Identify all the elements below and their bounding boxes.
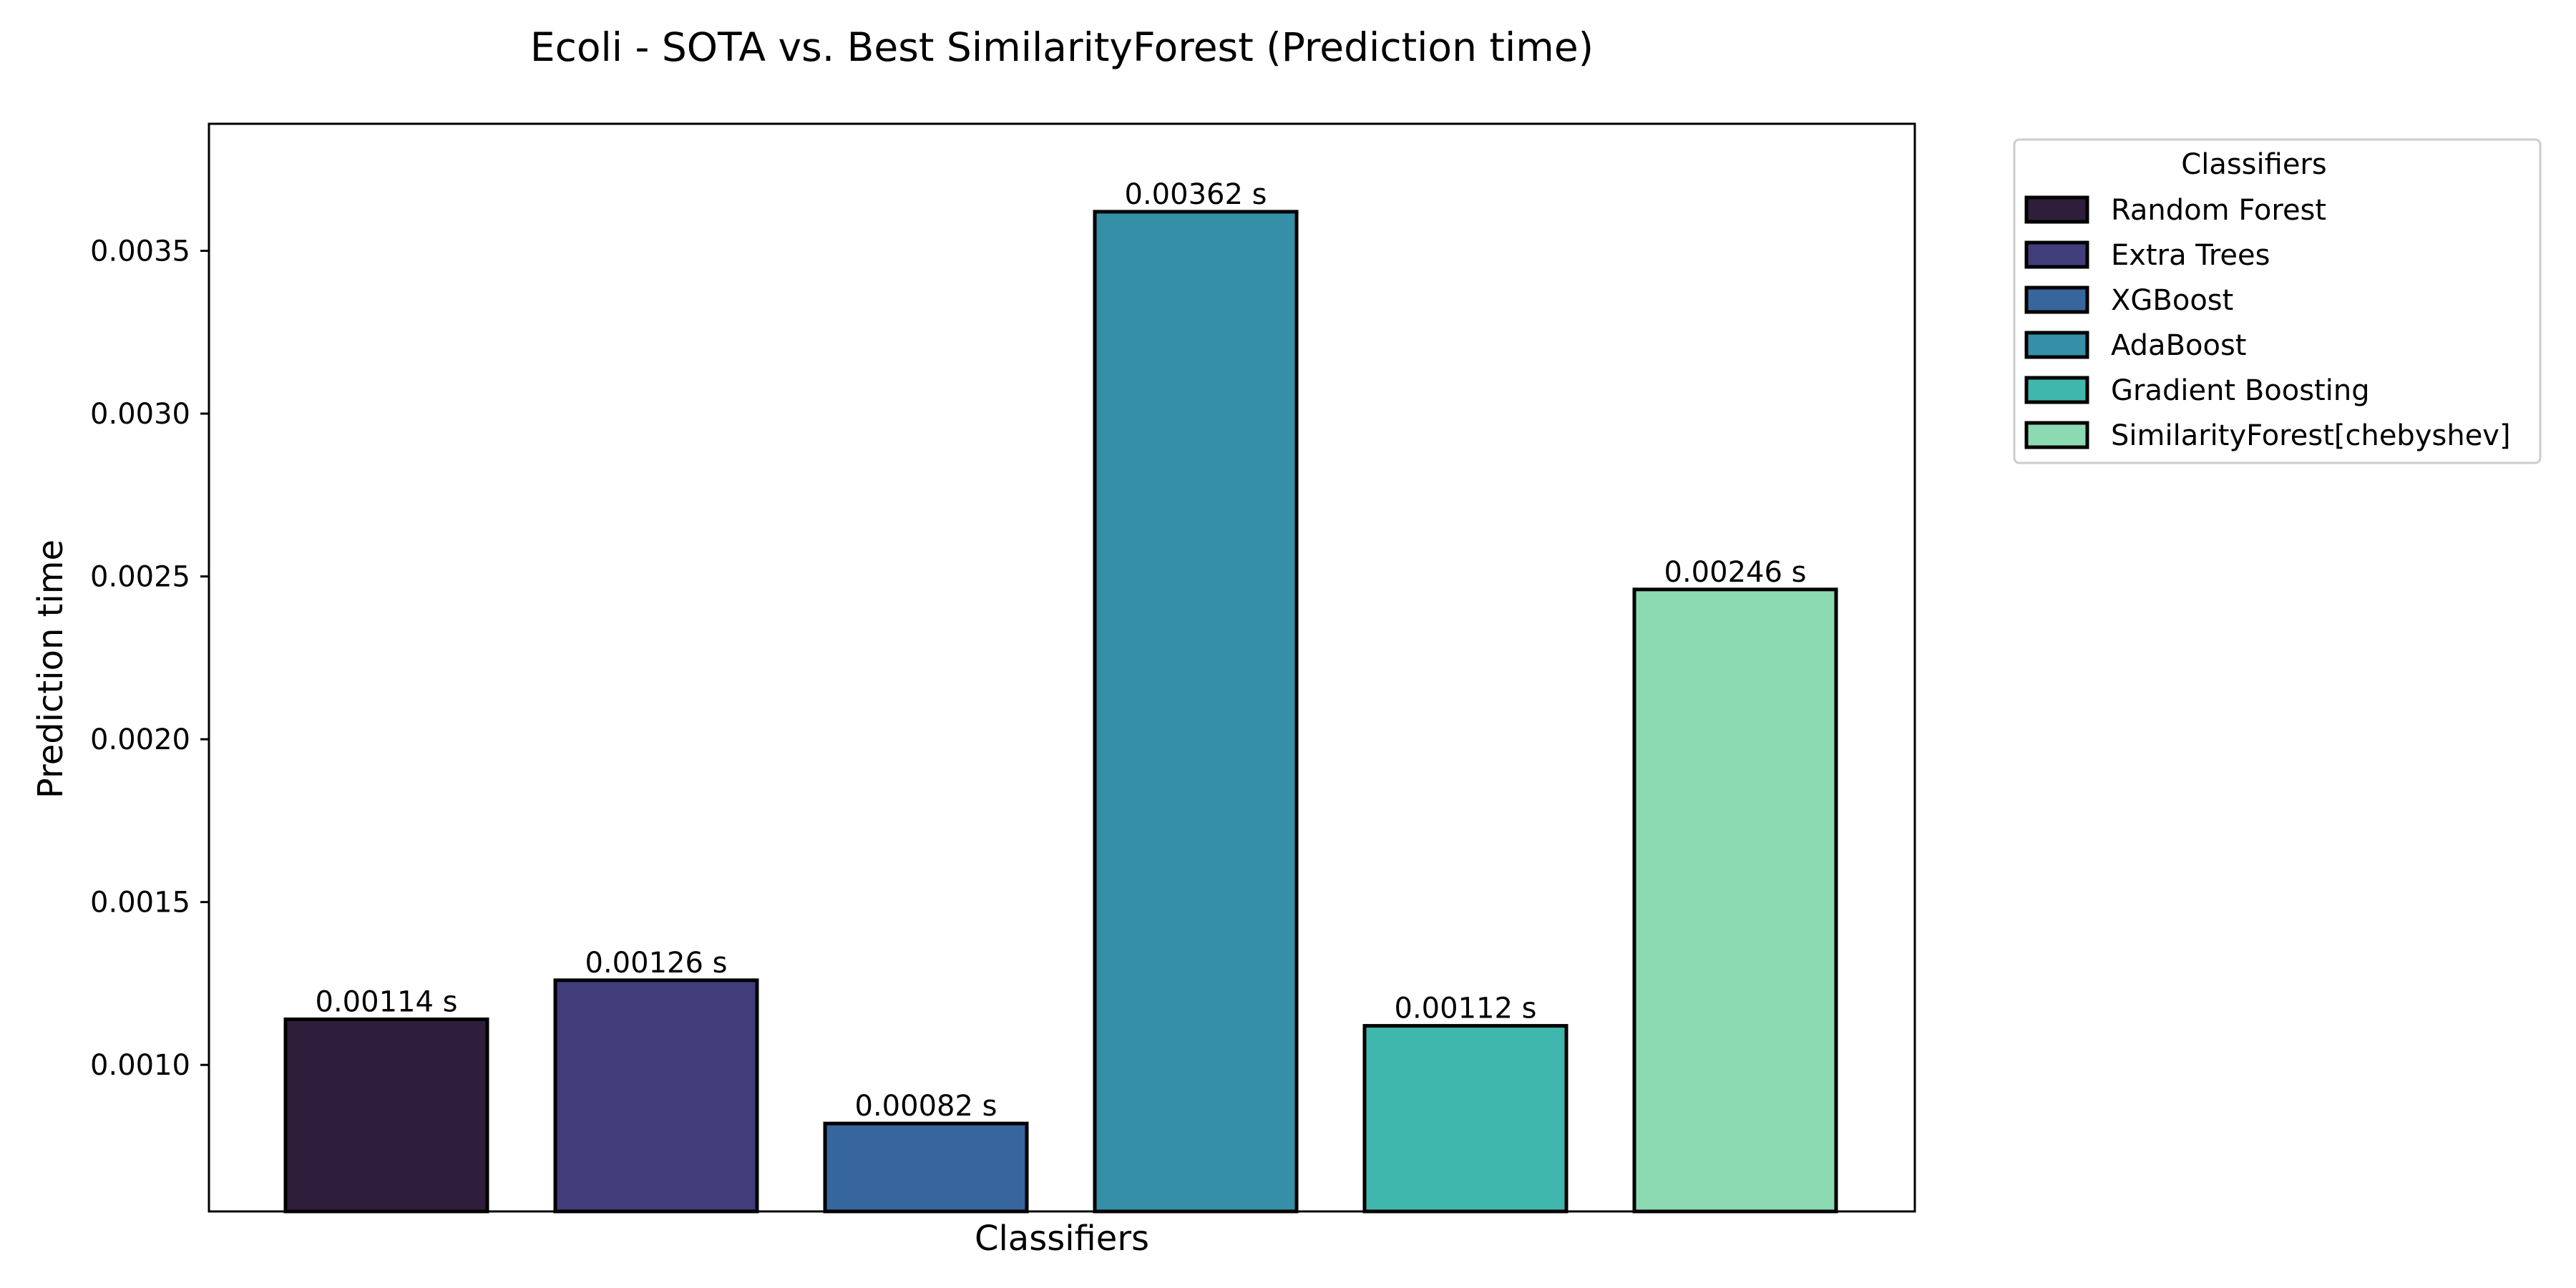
- bar: [1093, 210, 1299, 1214]
- legend-title: Classifiers: [2181, 148, 2326, 181]
- legend-entry-label: SimilarityForest[chebyshev]: [2111, 419, 2511, 452]
- bar-value-label: 0.00112 s: [1395, 992, 1537, 1025]
- bar-value-label: 0.00246 s: [1664, 556, 1807, 589]
- legend: Classifiers Random Forest Extra Trees XGBo…: [2013, 138, 2542, 464]
- y-tick-label: 0.0035: [90, 235, 190, 268]
- y-tick-label: 0.0015: [90, 887, 190, 919]
- legend-swatch: [2024, 331, 2089, 359]
- bar-value-label: 0.00362 s: [1125, 178, 1267, 211]
- y-tick-label: 0.0030: [90, 398, 190, 431]
- legend-swatch: [2024, 240, 2089, 269]
- bar-value-label: 0.00082 s: [855, 1090, 997, 1123]
- y-axis-label: Prediction time: [31, 540, 71, 799]
- bar: [1632, 587, 1838, 1214]
- bar: [283, 1017, 489, 1214]
- y-axis-ticks: 0.0010 0.0015 0.0020 0.0025 0.0030 0.0035: [90, 235, 209, 1082]
- legend-entry-label: XGBoost: [2111, 284, 2233, 317]
- y-tick-label: 0.0010: [90, 1049, 190, 1082]
- legend-entry-label: Extra Trees: [2111, 239, 2270, 272]
- legend-entry-label: Gradient Boosting: [2111, 374, 2370, 407]
- legend-swatch: [2024, 286, 2089, 314]
- bar: [823, 1121, 1029, 1214]
- legend-swatch: [2024, 376, 2089, 404]
- y-tick-label: 0.0025: [90, 561, 190, 594]
- legend-frame: [2013, 138, 2542, 464]
- bars: [283, 210, 1838, 1214]
- legend-entry-label: AdaBoost: [2111, 329, 2246, 362]
- x-axis-label: Classifiers: [975, 1219, 1149, 1259]
- bar-value-labels: 0.00114 s 0.00126 s 0.00082 s 0.00362 s 0.00…: [316, 178, 1807, 1123]
- y-tick-label: 0.0020: [90, 723, 190, 756]
- legend-swatch: [2024, 195, 2089, 224]
- bar-value-label: 0.00114 s: [316, 985, 458, 1018]
- legend-entry-label: Random Forest: [2111, 194, 2326, 227]
- bar-value-label: 0.00126 s: [585, 947, 728, 980]
- plot-area-frame: [208, 122, 1916, 1213]
- chart-title: Ecoli - SOTA vs. Best SimilarityForest (…: [530, 24, 1594, 70]
- legend-swatch: [2024, 421, 2089, 449]
- bar: [553, 978, 759, 1214]
- bar: [1362, 1024, 1568, 1214]
